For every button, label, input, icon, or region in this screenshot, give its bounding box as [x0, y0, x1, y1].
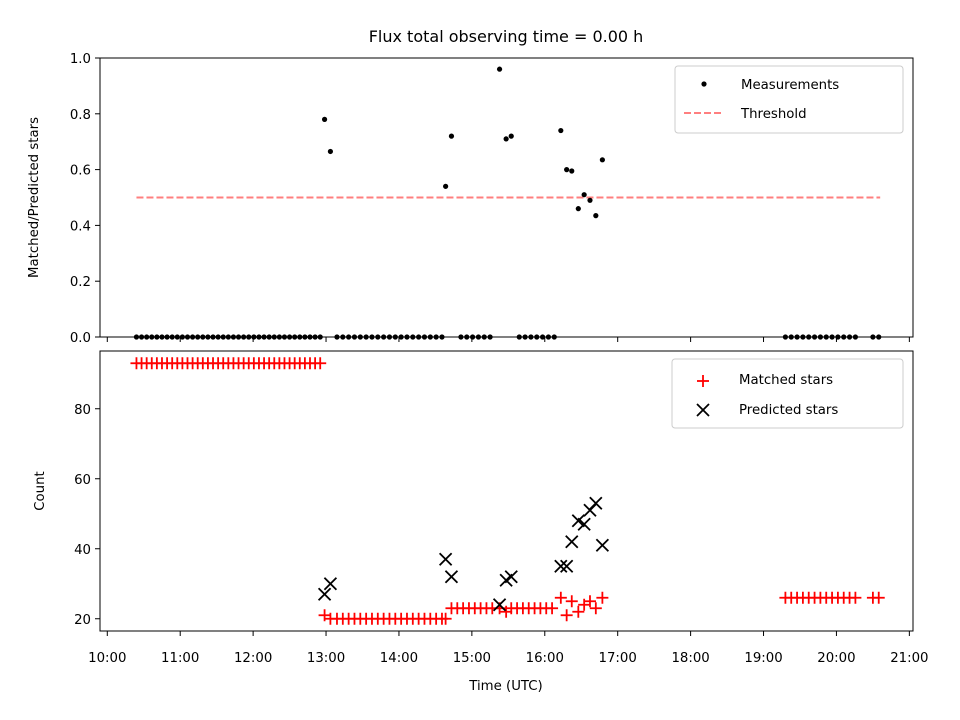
- count-y-tick-label: 20: [74, 613, 91, 628]
- ratio-axes-frame: [99, 57, 914, 338]
- ratio-marks: [133, 66, 882, 340]
- measurement-point: [564, 167, 570, 173]
- ratio-y-tick-label: 0.8: [70, 108, 91, 123]
- measurement-point: [448, 133, 455, 139]
- measurement-point: [503, 136, 509, 142]
- count-x-tick-label: 10:00: [88, 651, 126, 666]
- predicted-star-point: [577, 517, 591, 531]
- count-x-tick-label: 13:00: [307, 651, 345, 666]
- matched-star-point: [589, 602, 602, 615]
- measurement-point: [599, 157, 605, 163]
- count-x-tick-label: 18:00: [671, 651, 709, 666]
- legend-predicted-marker: [696, 403, 710, 417]
- predicted-star-point: [504, 570, 518, 584]
- predicted-star-point: [444, 570, 459, 584]
- count-y-tick-label: 40: [74, 543, 91, 558]
- count-y-tick-label: 60: [74, 473, 91, 488]
- legend-measurements-marker: [701, 81, 707, 87]
- ratio-panel: 0.0 0.2 0.4 0.6 0.8 1.0 Matched/Predicted sta…: [27, 52, 914, 346]
- predicted-star-point: [554, 559, 568, 573]
- matched-star-point: [439, 612, 452, 625]
- count-x-tick-label: 21:00: [890, 651, 928, 666]
- matched-star-point: [560, 609, 573, 622]
- ratio-legend: Measurements Threshold: [674, 65, 904, 134]
- measurement-point: [558, 127, 564, 134]
- count-x-tick-label: 16:00: [526, 651, 564, 666]
- measurement-point: [443, 183, 449, 189]
- count-x-tick-label: 14:00: [380, 651, 418, 666]
- count-marks: [130, 357, 885, 625]
- measurement-point: [593, 213, 599, 219]
- ratio-y-tick-label: 0.4: [70, 219, 91, 234]
- count-x-tick-label: 15:00: [453, 651, 491, 666]
- ratio-y-tick-label: 0.6: [70, 164, 91, 179]
- measurement-point: [581, 192, 587, 198]
- matched-star-point: [596, 591, 609, 604]
- ratio-y-axis-label: Matched/Predicted stars: [27, 117, 42, 278]
- predicted-star-point: [589, 496, 603, 510]
- ratio-y-tick-label: 0.2: [70, 275, 91, 290]
- matched-star-point: [546, 602, 559, 615]
- ratio-y-tick-label: 0.0: [70, 331, 91, 346]
- count-ticks: 20 40 60 80 10:00 11:00 12:00 13:00 14:00 15:00 16…: [74, 403, 928, 666]
- matched-star-point: [872, 591, 885, 604]
- legend-matched-marker: [697, 375, 709, 387]
- measurement-point: [569, 168, 575, 174]
- predicted-star-point: [595, 538, 610, 552]
- matched-star-point: [565, 595, 578, 608]
- matched-star-point: [849, 591, 862, 604]
- predicted-star-point: [565, 535, 579, 549]
- predicted-star-point: [560, 559, 574, 573]
- predicted-star-point: [571, 514, 585, 528]
- count-x-tick-label: 20:00: [817, 651, 855, 666]
- predicted-star-point: [492, 598, 507, 612]
- count-x-tick-label: 11:00: [161, 651, 199, 666]
- matched-star-point: [583, 595, 596, 608]
- count-panel: 20 40 60 80 10:00 11:00 12:00 13:00 14:00 15:00 16…: [33, 350, 929, 694]
- measurement-point: [327, 148, 334, 155]
- count-x-tick-label: 12:00: [234, 651, 272, 666]
- measurement-point: [496, 66, 503, 72]
- predicted-star-point: [438, 552, 453, 566]
- legend-threshold-label: Threshold: [740, 107, 807, 122]
- ratio-ticks: 0.0 0.2 0.4 0.6 0.8 1.0: [70, 52, 910, 346]
- legend-measurements-label: Measurements: [741, 78, 839, 93]
- measurement-point: [321, 116, 328, 122]
- count-x-tick-label: 19:00: [744, 651, 782, 666]
- count-legend: Matched stars Predicted stars: [671, 358, 904, 429]
- predicted-star-point: [323, 577, 338, 591]
- measurement-point: [575, 206, 581, 212]
- matched-star-point: [554, 591, 567, 604]
- matched-star-point: [572, 605, 585, 618]
- ratio-legend-box: [674, 65, 904, 134]
- legend-predicted-label: Predicted stars: [739, 403, 838, 418]
- chart-title: Flux total observing time = 0.00 h: [369, 27, 644, 46]
- ratio-y-tick-label: 1.0: [70, 52, 91, 67]
- count-legend-box: [671, 358, 904, 429]
- legend-matched-label: Matched stars: [739, 373, 833, 388]
- count-x-tick-label: 17:00: [599, 651, 637, 666]
- predicted-star-point: [317, 587, 332, 601]
- count-axes-frame: [99, 350, 914, 632]
- count-y-tick-label: 80: [74, 403, 91, 418]
- count-y-axis-label: Count: [33, 471, 48, 511]
- matched-star-point: [314, 357, 327, 370]
- measurement-point: [508, 133, 514, 139]
- count-x-axis-label: Time (UTC): [468, 679, 543, 694]
- measurement-point: [587, 197, 593, 203]
